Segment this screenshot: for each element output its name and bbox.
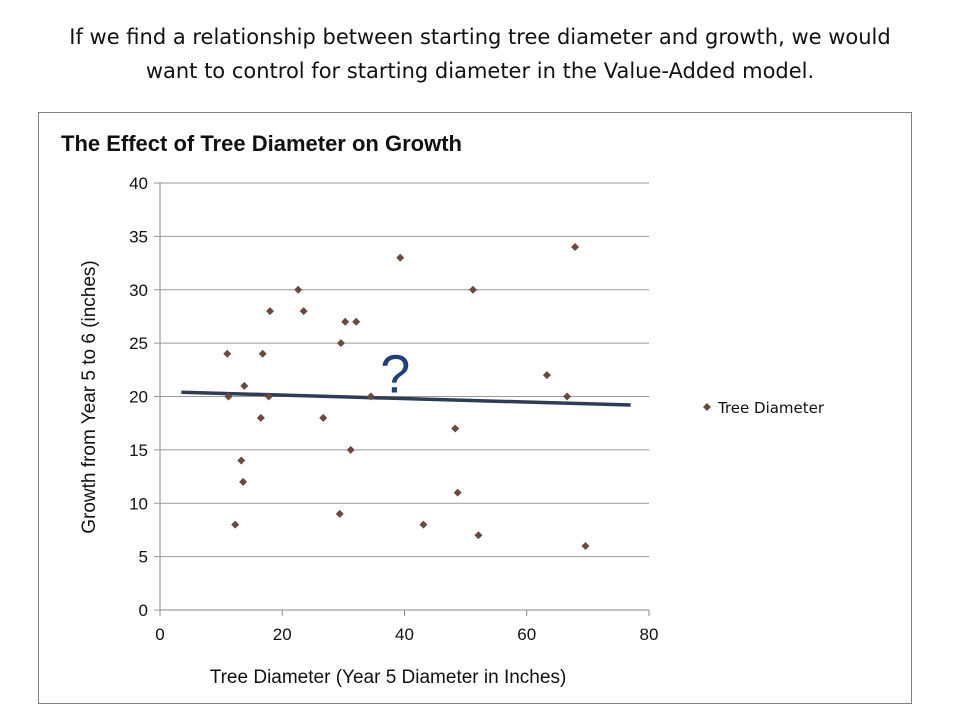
data-point <box>231 520 240 529</box>
data-point <box>346 445 355 454</box>
legend-label: Tree Diameter <box>717 399 825 417</box>
data-point <box>563 392 572 401</box>
data-point <box>581 541 590 550</box>
slide-headline: If we find a relationship between starti… <box>0 20 960 88</box>
data-point <box>396 253 405 262</box>
legend-marker <box>703 403 711 411</box>
gridlines <box>154 182 649 611</box>
trendline <box>181 390 631 407</box>
data-points <box>223 243 590 550</box>
x-tick-label: 40 <box>395 625 414 644</box>
y-tick-label: 35 <box>129 227 148 246</box>
chart-title: The Effect of Tree Diameter on Growth <box>61 131 462 156</box>
y-tick-label: 25 <box>129 334 148 353</box>
data-point <box>256 413 265 422</box>
tick-labels: 0 5 10 15 20 25 30 35 40 0 20 40 60 80 <box>129 174 658 644</box>
annotations: ? <box>380 344 410 404</box>
data-point <box>571 243 580 252</box>
y-tick-label: 40 <box>129 174 148 193</box>
data-point <box>366 392 375 401</box>
y-axis-label: Growth from Year 5 to 6 (inches) <box>79 260 100 534</box>
data-point <box>335 509 344 518</box>
data-point <box>474 531 483 540</box>
data-point <box>319 413 328 422</box>
scatter-chart: The Effect of Tree Diameter on Growth 0 5… <box>61 131 825 688</box>
data-point <box>239 477 248 486</box>
data-point <box>258 349 267 358</box>
headline-line-2: want to control for starting diameter in… <box>145 59 815 83</box>
data-point <box>240 381 249 390</box>
data-point <box>453 488 462 497</box>
data-point <box>352 317 361 326</box>
legend: Tree Diameter <box>703 399 825 417</box>
y-tick-label: 15 <box>129 441 148 460</box>
data-point <box>237 456 246 465</box>
data-point <box>451 424 460 433</box>
x-axis-label: Tree Diameter (Year 5 Diameter in Inches… <box>210 667 567 688</box>
x-tick-label: 0 <box>155 625 164 644</box>
y-tick-label: 5 <box>139 548 148 567</box>
y-tick-label: 20 <box>129 388 148 407</box>
axes <box>159 183 650 616</box>
trendline-layer <box>181 390 631 407</box>
chart-frame: The Effect of Tree Diameter on Growth 0 5… <box>38 112 912 704</box>
data-point <box>341 317 350 326</box>
data-point <box>419 520 428 529</box>
data-point <box>299 307 308 316</box>
data-point <box>266 307 275 316</box>
data-point <box>294 285 303 294</box>
x-tick-label: 20 <box>273 625 292 644</box>
x-tick-label: 80 <box>640 625 659 644</box>
data-point <box>336 339 345 348</box>
y-tick-label: 0 <box>139 601 148 620</box>
question-mark-annotation: ? <box>380 344 410 404</box>
x-tick-label: 60 <box>517 625 536 644</box>
data-point <box>223 349 232 358</box>
y-tick-label: 10 <box>129 494 148 513</box>
y-tick-label: 30 <box>129 281 148 300</box>
headline-line-1: If we find a relationship between starti… <box>69 25 891 49</box>
data-point <box>264 392 273 401</box>
data-point <box>542 371 551 380</box>
data-point <box>468 285 477 294</box>
data-point <box>224 392 233 401</box>
